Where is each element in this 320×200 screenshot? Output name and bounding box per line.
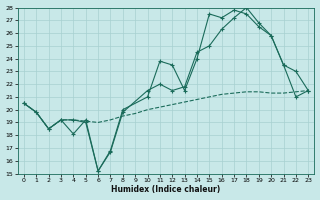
X-axis label: Humidex (Indice chaleur): Humidex (Indice chaleur) [111, 185, 221, 194]
